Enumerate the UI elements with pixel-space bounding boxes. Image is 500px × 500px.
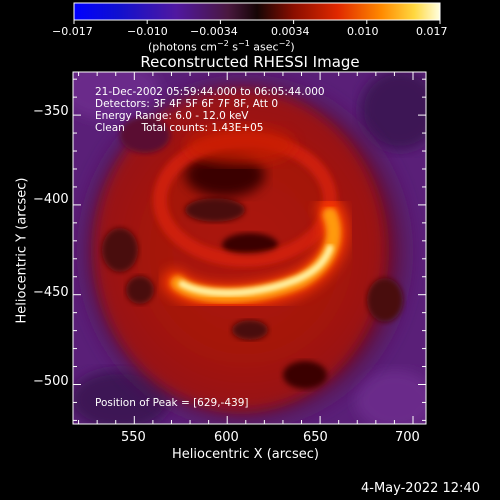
info-detectors: Detectors: 3F 4F 5F 6F 7F 8F, Att 0 [95,98,279,110]
x-tick-label: 550 [121,430,146,445]
y-tick-label: −450 [33,285,69,300]
y-axis-label: Heliocentric Y (arcsec) [14,177,30,324]
dark-spot [222,233,278,257]
peak-position-label: Position of Peak = [629,-439] [95,397,249,409]
info-time-range: 21-Dec-2002 05:59:44.000 to 06:05:44.000 [95,86,325,98]
colorbar-unit-label: (photons cm−2 s−1 asec−2) [148,39,295,54]
x-tick-label: 600 [214,430,239,445]
x-tick-label: 650 [303,430,328,445]
x-tick-label: 700 [395,430,420,445]
y-tick-label: −400 [33,192,69,207]
purple-patch [355,370,426,424]
axis-ticks [73,72,426,424]
flare-arc-core [178,244,334,297]
bright-region [185,125,295,165]
colorbar-tick-label: 0.017 [416,25,448,38]
plot-frame [72,71,427,425]
dark-spot [283,361,327,389]
dark-spot [185,198,245,222]
dark-spot [120,117,170,153]
plot-title: Reconstructed RHESSI Image [140,53,360,71]
colorbar-tick-label: 0.010 [347,25,379,38]
dark-spot [367,278,403,322]
image-area [73,72,426,424]
colorbar-ticks [73,20,441,24]
y-tick-label: −350 [33,104,69,119]
dark-spot [232,320,268,340]
dark-spot [126,276,154,304]
y-tick-label: −500 [33,374,69,389]
info-total-counts: Clean Total counts: 1.43E+05 [95,122,264,134]
colorbar-tick-label: −0.017 [52,25,93,38]
colorbar-tick-label: 0.0034 [271,25,310,38]
timestamp: 4-May-2022 12:40 [361,481,480,496]
colorbar-tick-label: −0.010 [127,25,168,38]
colorbar [74,3,440,20]
dark-spot [102,228,138,272]
colorbar-frame [73,2,441,21]
x-axis-label: Heliocentric X (arcsec) [172,447,319,462]
info-energy-range: Energy Range: 6.0 - 12.0 keV [95,110,249,122]
colorbar-tick-label: −0.0034 [190,25,238,38]
